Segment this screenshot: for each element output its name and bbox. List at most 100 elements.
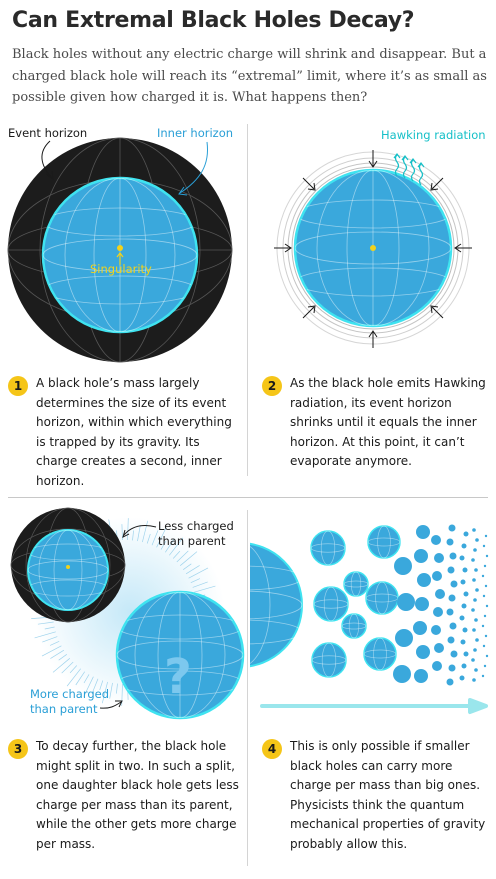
- inner-horizon-label: Inner horizon: [157, 126, 233, 140]
- step-4-badge: 4: [262, 739, 282, 759]
- more-charged-arrow: [99, 700, 123, 709]
- small-black-hole: [482, 544, 486, 548]
- event-horizon-arrow: [41, 140, 54, 181]
- small-black-hole-grid: [373, 637, 387, 671]
- small-black-hole: [446, 608, 454, 616]
- small-black-hole: [474, 618, 478, 622]
- small-black-hole: [416, 525, 430, 539]
- small-black-hole: [435, 589, 445, 599]
- ray-line: [132, 530, 134, 541]
- small-black-hole: [460, 639, 466, 645]
- small-black-hole: [431, 535, 441, 545]
- less-charged-arrow: [122, 525, 157, 538]
- step-3: 3 To decay further, the black hole might…: [8, 737, 240, 854]
- small-black-hole: [434, 553, 444, 563]
- small-black-hole: [483, 614, 487, 618]
- ray-line: [34, 631, 56, 639]
- inward-arrows: [274, 150, 472, 348]
- small-black-hole: [367, 525, 401, 559]
- small-black-hole-grid: [363, 649, 397, 659]
- ray-line: [58, 654, 68, 661]
- small-black-hole: [395, 629, 413, 647]
- more-charged-label-1: More charged: [30, 687, 109, 701]
- small-black-hole-grid: [313, 599, 349, 609]
- step-4-text: This is only possible if smaller black h…: [290, 739, 486, 851]
- small-black-hole: [473, 548, 477, 552]
- small-black-hole: [483, 564, 487, 568]
- extremal-singularity-dot: [370, 245, 376, 251]
- small-black-hole: [417, 573, 431, 587]
- horizontal-divider: [8, 497, 488, 498]
- less-charged-label-1: Less charged: [158, 519, 234, 533]
- panel4-smaller-black-holes: [250, 524, 489, 714]
- ray-line: [176, 550, 189, 563]
- small-black-hole-grid: [321, 642, 337, 678]
- ray-line: [137, 525, 141, 542]
- ray-line: [99, 680, 104, 691]
- event-horizon-label: Event horizon: [8, 126, 87, 140]
- small-black-hole: [471, 658, 475, 662]
- small-black-hole: [473, 598, 477, 602]
- small-black-hole: [447, 636, 455, 644]
- small-black-hole: [414, 669, 428, 683]
- step-2-badge: 2: [262, 376, 282, 396]
- small-black-hole-grid: [348, 613, 360, 639]
- small-black-hole: [459, 675, 465, 681]
- ray-line: [194, 585, 216, 593]
- small-black-hole: [459, 555, 465, 561]
- ray-line: [182, 563, 192, 570]
- small-black-hole: [448, 594, 456, 602]
- small-black-holes-cluster: [310, 524, 489, 686]
- small-black-hole: [482, 594, 486, 598]
- small-black-hole: [343, 571, 369, 597]
- small-black-hole: [463, 531, 469, 537]
- ray-line: [146, 533, 151, 544]
- small-black-hole: [461, 603, 467, 609]
- small-black-hole: [485, 604, 489, 608]
- small-black-hole: [475, 588, 479, 592]
- hawking-radiation-label: Hawking radiation: [381, 128, 486, 142]
- small-black-hole: [485, 654, 489, 658]
- small-black-hole: [481, 624, 485, 628]
- ray-line: [190, 578, 201, 584]
- ray-line: [160, 540, 167, 550]
- step-4: 4 This is only possible if smaller black…: [262, 737, 488, 854]
- small-black-hole: [447, 566, 455, 574]
- ray-line: [91, 678, 99, 694]
- small-black-hole: [472, 678, 476, 682]
- small-black-hole: [475, 538, 479, 542]
- small-black-hole: [313, 586, 349, 622]
- small-black-hole: [394, 557, 412, 575]
- small-black-hole: [414, 549, 428, 563]
- ray-line: [44, 626, 55, 630]
- small-black-hole: [485, 554, 489, 558]
- step-3-badge: 3: [8, 739, 28, 759]
- step-1: 1 A black hole’s mass largely determines…: [8, 374, 240, 491]
- small-black-hole: [460, 579, 466, 585]
- ray-line: [41, 645, 62, 657]
- small-black-hole: [459, 615, 465, 621]
- step-1-badge: 1: [8, 376, 28, 396]
- small-black-hole: [450, 580, 458, 588]
- small-black-hole: [310, 530, 346, 566]
- small-black-hole: [474, 668, 478, 672]
- small-black-hole: [462, 567, 468, 573]
- less-charged-inner-sphere: [27, 529, 109, 611]
- decay-direction-arrow: [260, 698, 488, 714]
- small-black-hole: [482, 644, 486, 648]
- ray-line: [61, 661, 74, 674]
- small-black-hole: [472, 628, 476, 632]
- ray-line: [42, 636, 58, 643]
- ray-line: [151, 530, 159, 546]
- small-black-hole: [481, 674, 485, 678]
- small-black-hole-grid: [367, 537, 401, 547]
- extremal-sphere-grid: [295, 170, 451, 326]
- step-2-text: As the black hole emits Hawking radiatio…: [290, 376, 486, 468]
- small-black-hole-grid: [377, 525, 391, 559]
- more-charged-label-2: than parent: [30, 702, 98, 716]
- ray-line: [83, 674, 90, 684]
- ray-line: [69, 665, 78, 674]
- panel2-shrinking-black-hole: Hawking radiation: [274, 128, 486, 348]
- small-black-hole: [365, 581, 399, 615]
